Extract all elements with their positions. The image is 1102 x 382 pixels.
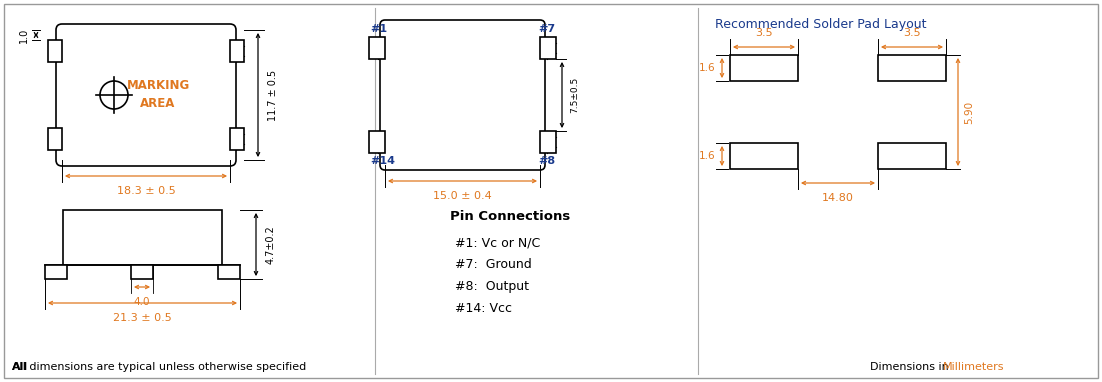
Text: 7.5±0.5: 7.5±0.5 [570, 77, 579, 113]
Text: 5.90: 5.90 [964, 100, 974, 123]
Text: Millimeters: Millimeters [943, 362, 1005, 372]
Text: 3.5: 3.5 [755, 28, 773, 38]
Text: 1.6: 1.6 [699, 63, 715, 73]
Text: #8:  Output: #8: Output [455, 280, 529, 293]
Text: 4.0: 4.0 [133, 297, 150, 307]
Text: #8: #8 [538, 156, 555, 166]
Text: 1.0: 1.0 [19, 28, 29, 43]
Bar [48, 40, 62, 62]
Bar [45, 265, 67, 279]
Text: #1: #1 [370, 24, 387, 34]
Text: #7:  Ground: #7: Ground [455, 258, 532, 271]
Text: 21.3 ± 0.5: 21.3 ± 0.5 [114, 313, 172, 323]
Text: 18.3 ± 0.5: 18.3 ± 0.5 [117, 186, 175, 196]
Text: 4.7±0.2: 4.7±0.2 [266, 225, 276, 264]
Bar [540, 37, 557, 59]
Text: 1.6: 1.6 [699, 151, 715, 161]
Bar [369, 37, 385, 59]
Text: AREA: AREA [140, 97, 175, 110]
Bar [48, 128, 62, 150]
Text: #1: Vc or N/C: #1: Vc or N/C [455, 236, 540, 249]
Text: Pin Connections: Pin Connections [450, 210, 570, 223]
Bar [230, 40, 244, 62]
Text: 3.5: 3.5 [904, 28, 921, 38]
Text: 11.7 ± 0.5: 11.7 ± 0.5 [268, 70, 278, 121]
Text: #7: #7 [538, 24, 555, 34]
Bar [878, 55, 946, 81]
Bar [730, 55, 798, 81]
Text: #14: Vcc: #14: Vcc [455, 302, 512, 315]
Text: 14.80: 14.80 [822, 193, 854, 203]
Bar [878, 143, 946, 169]
Bar [540, 131, 557, 153]
Text: #14: #14 [370, 156, 395, 166]
FancyBboxPatch shape [56, 24, 236, 166]
Text: All: All [12, 362, 29, 372]
Bar [63, 210, 222, 265]
Text: Recommended Solder Pad Layout: Recommended Solder Pad Layout [715, 18, 927, 31]
FancyBboxPatch shape [380, 20, 545, 170]
Text: All dimensions are typical unless otherwise specified: All dimensions are typical unless otherw… [12, 362, 306, 372]
Bar [230, 128, 244, 150]
Text: MARKING: MARKING [127, 78, 190, 92]
Text: 15.0 ± 0.4: 15.0 ± 0.4 [433, 191, 491, 201]
Bar [369, 131, 385, 153]
Bar [730, 143, 798, 169]
Text: Dimensions in: Dimensions in [869, 362, 952, 372]
Bar [218, 265, 240, 279]
Bar [131, 265, 153, 279]
